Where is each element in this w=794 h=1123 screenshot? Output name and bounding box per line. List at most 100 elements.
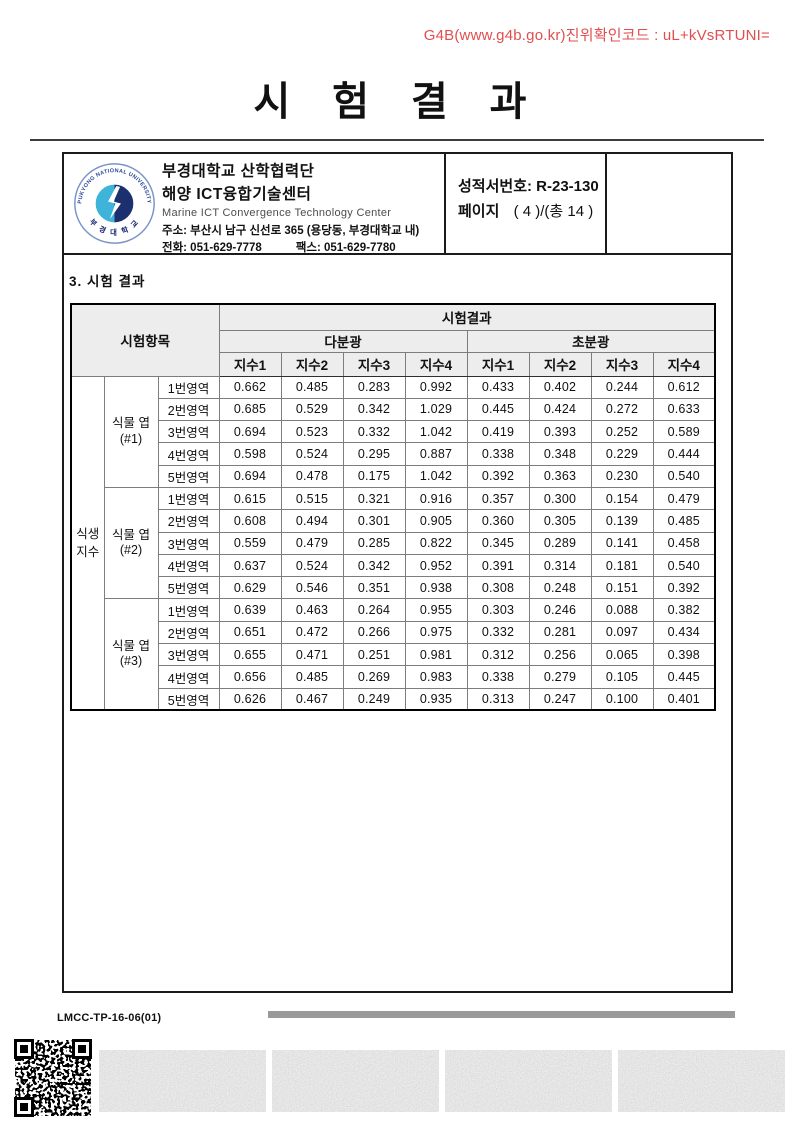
value-cell: 0.983 — [404, 665, 468, 689]
page-number-line: 페이지 ( 4 )/(총 14 ) — [458, 201, 599, 223]
org-center-name: 해양 ICT융합기술센터 — [162, 186, 312, 203]
region-label: 2번영역 — [157, 620, 220, 645]
index-header: 지수2 — [528, 351, 592, 377]
value-cell: 0.433 — [466, 375, 530, 399]
value-cell: 0.655 — [218, 643, 282, 667]
report-header: PUKYONG NATIONAL UNIVERSITY 부 경 대 학 교 부경… — [64, 154, 731, 255]
report-meta: 성적서번호: R-23-130 페이지 ( 4 )/(총 14 ) — [458, 176, 599, 223]
value-cell: 0.952 — [404, 553, 468, 578]
value-cell: 0.615 — [218, 486, 282, 511]
watermark-noise-blocks — [99, 1050, 785, 1112]
subgroup-name: 식물 엽 — [112, 416, 150, 431]
table-row: 4번영역 0.598 0.524 0.295 0.887 0.338 0.348… — [71, 442, 716, 466]
value-cell: 0.485 — [280, 665, 344, 689]
subgroup-name: 식물 엽 — [112, 527, 150, 542]
value-cell: 0.559 — [218, 531, 282, 555]
value-cell: 0.105 — [590, 665, 654, 689]
university-logo-icon: PUKYONG NATIONAL UNIVERSITY 부 경 대 학 교 — [74, 163, 155, 244]
value-cell: 0.485 — [652, 509, 716, 533]
item-header: 시험항목 — [70, 303, 220, 377]
table-row: 4번영역 0.637 0.524 0.342 0.952 0.391 0.314… — [71, 553, 716, 578]
value-cell: 0.181 — [590, 553, 654, 578]
section-heading: 3. 시험 결과 — [69, 274, 146, 289]
region-label: 3번영역 — [157, 643, 220, 667]
value-cell: 0.463 — [280, 598, 344, 622]
value-cell: 0.332 — [466, 620, 530, 645]
value-cell: 0.247 — [528, 687, 592, 711]
subgroup-name: 식물 엽 — [112, 638, 150, 653]
value-cell: 0.248 — [528, 576, 592, 600]
value-cell: 0.626 — [218, 687, 282, 711]
value-cell: 0.256 — [528, 643, 592, 667]
value-cell: 0.479 — [652, 486, 716, 511]
value-cell: 0.141 — [590, 531, 654, 555]
region-label: 2번영역 — [157, 509, 220, 533]
table-row: 3번영역 0.694 0.523 0.332 1.042 0.419 0.393… — [71, 420, 716, 444]
value-cell: 0.905 — [404, 509, 468, 533]
index-header: 지수1 — [466, 351, 530, 377]
value-cell: 0.382 — [652, 598, 716, 622]
value-cell: 0.392 — [652, 576, 716, 600]
value-cell: 0.230 — [590, 464, 654, 488]
region-label: 3번영역 — [157, 420, 220, 444]
value-cell: 1.029 — [404, 397, 468, 422]
region-label: 3번영역 — [157, 531, 220, 555]
value-cell: 0.097 — [590, 620, 654, 645]
value-cell: 0.175 — [342, 464, 406, 488]
page-title: 시 험 결 과 — [253, 79, 541, 125]
page-number-value: ( 4 )/(총 14 ) — [513, 203, 594, 220]
value-cell: 0.283 — [342, 375, 406, 399]
value-cell: 0.444 — [652, 442, 716, 466]
value-cell: 0.637 — [218, 553, 282, 578]
verification-code: G4B(www.g4b.go.kr)진위확인코드 : uL+kVsRTUNI= — [423, 27, 770, 44]
value-cell: 0.515 — [280, 486, 344, 511]
value-cell: 0.301 — [342, 509, 406, 533]
value-cell: 0.589 — [652, 420, 716, 444]
value-cell: 0.295 — [342, 442, 406, 466]
table-row: 4번영역 0.656 0.485 0.269 0.983 0.338 0.279… — [71, 665, 716, 689]
table-row: 5번영역 0.629 0.546 0.351 0.938 0.308 0.248… — [71, 576, 716, 600]
table-row: 2번영역 0.608 0.494 0.301 0.905 0.360 0.305… — [71, 509, 716, 533]
index-header: 지수2 — [280, 351, 344, 377]
table-row: 2번영역 0.685 0.529 0.342 1.029 0.445 0.424… — [71, 397, 716, 422]
value-cell: 0.363 — [528, 464, 592, 488]
region-label: 5번영역 — [157, 464, 220, 488]
value-cell: 0.935 — [404, 687, 468, 711]
value-cell: 0.398 — [652, 643, 716, 667]
value-cell: 0.251 — [342, 643, 406, 667]
table-row: 2번영역 0.651 0.472 0.266 0.975 0.332 0.281… — [71, 620, 716, 645]
value-cell: 0.656 — [218, 665, 282, 689]
value-cell: 0.938 — [404, 576, 468, 600]
region-label: 4번영역 — [157, 442, 220, 466]
value-cell: 0.300 — [528, 486, 592, 511]
header-divider-1 — [444, 154, 446, 253]
page-number-label: 페이지 — [458, 203, 500, 220]
organization-info: 부경대학교 산학협력단 해양 ICT융합기술센터 Marine ICT Conv… — [162, 158, 419, 256]
report-number-line: 성적서번호: R-23-130 — [458, 176, 599, 198]
table-row: 식물 엽 (#3) 1번영역 0.639 0.463 0.264 0.955 0.… — [71, 598, 716, 711]
index-header: 지수3 — [590, 351, 654, 377]
result-header: 시험결과 — [218, 303, 716, 331]
results-table: 시험항목 시험결과 다분광 초분광 지수1 지수2 지수3 지수4 지수1 지수… — [70, 303, 716, 712]
value-cell: 0.139 — [590, 509, 654, 533]
value-cell: 0.281 — [528, 620, 592, 645]
value-cell: 0.524 — [280, 553, 344, 578]
subgroup-tag: (#1) — [119, 431, 143, 446]
value-cell: 0.546 — [280, 576, 344, 600]
value-cell: 0.308 — [466, 576, 530, 600]
table-row: 5번영역 0.626 0.467 0.249 0.935 0.313 0.247… — [71, 687, 716, 711]
region-label: 1번영역 — [157, 375, 220, 399]
value-cell: 0.393 — [528, 420, 592, 444]
value-cell: 0.494 — [280, 509, 344, 533]
value-cell: 0.608 — [218, 509, 282, 533]
qr-code-icon — [12, 1037, 94, 1119]
value-cell: 0.479 — [280, 531, 344, 555]
value-cell: 0.272 — [590, 397, 654, 422]
value-cell: 0.249 — [342, 687, 406, 711]
value-cell: 0.332 — [342, 420, 406, 444]
document-code: LMCC-TP-16-06(01) — [57, 1012, 162, 1024]
value-cell: 0.992 — [404, 375, 468, 399]
qr-finder-top-right — [72, 1039, 92, 1059]
value-cell: 0.392 — [466, 464, 530, 488]
value-cell: 0.314 — [528, 553, 592, 578]
